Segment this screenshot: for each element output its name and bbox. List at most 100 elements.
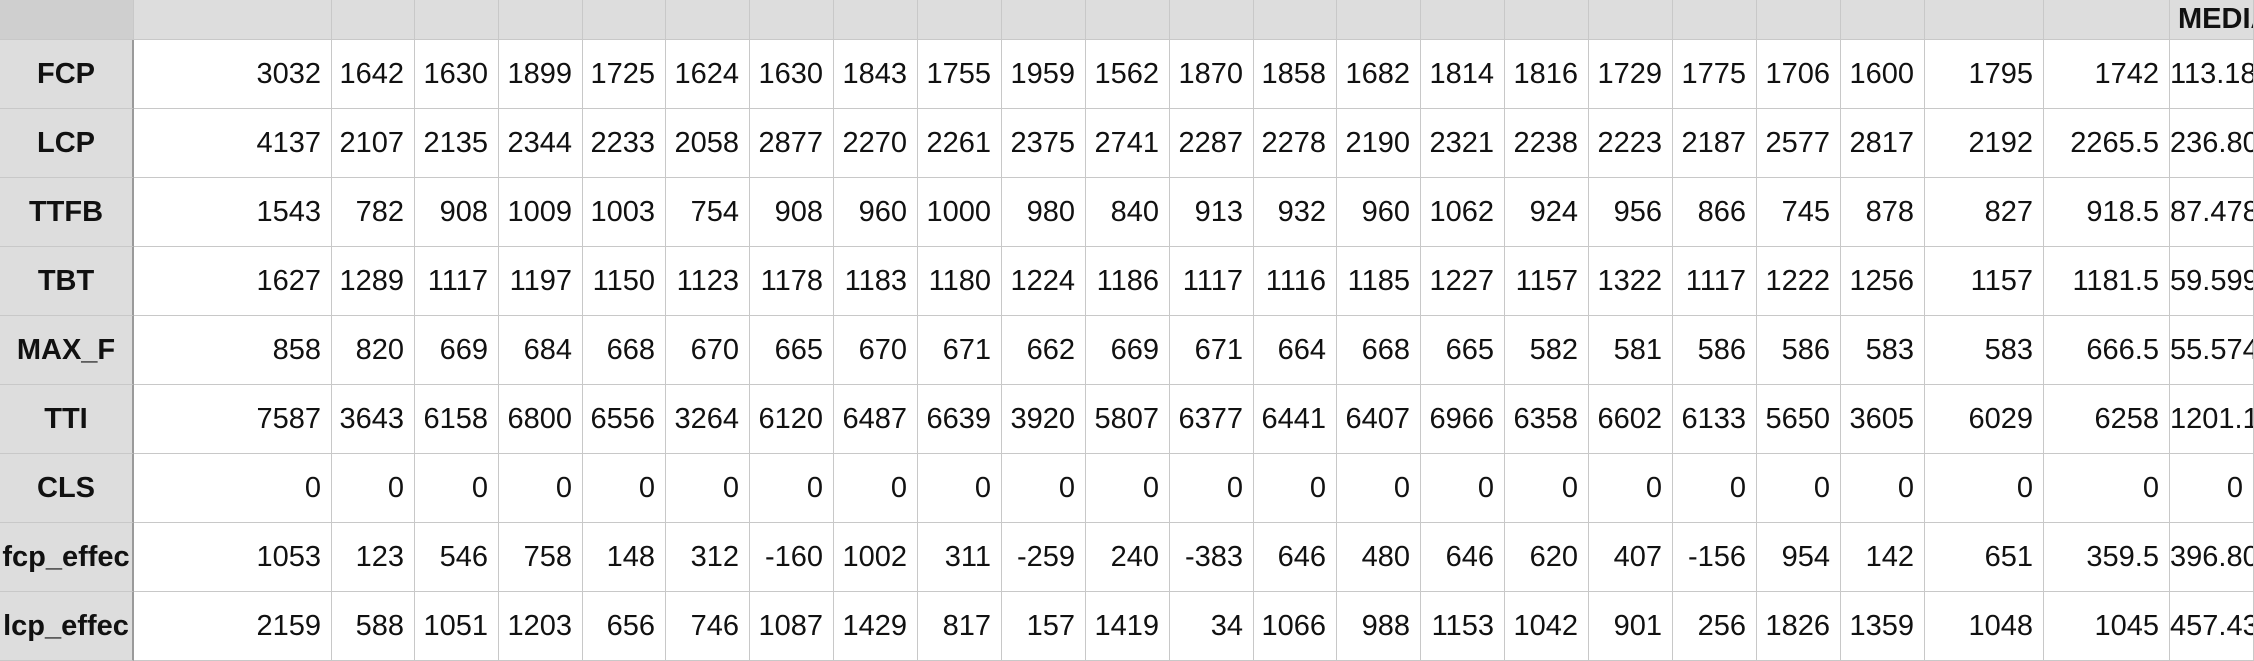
table-cell[interactable]: 1543 <box>134 178 332 247</box>
table-cell[interactable]: 1627 <box>134 247 332 316</box>
column-header[interactable] <box>1337 0 1421 40</box>
corner-cell[interactable] <box>0 0 134 40</box>
row-header[interactable]: MAX_F <box>0 316 134 385</box>
table-cell[interactable]: 1706 <box>1757 40 1841 109</box>
table-cell[interactable]: 1899 <box>499 40 583 109</box>
table-cell[interactable]: 0 <box>1589 454 1673 523</box>
table-cell[interactable]: 0 <box>1505 454 1589 523</box>
table-cell[interactable]: 1000 <box>918 178 1002 247</box>
table-cell[interactable]: 901 <box>1589 592 1673 661</box>
table-cell[interactable]: 980 <box>1002 178 1086 247</box>
table-cell[interactable]: 87.4787860666568 <box>2170 178 2254 247</box>
column-header[interactable] <box>1086 0 1170 40</box>
table-cell[interactable]: 988 <box>1337 592 1421 661</box>
column-header[interactable] <box>1673 0 1757 40</box>
table-cell[interactable]: 1959 <box>1002 40 1086 109</box>
table-cell[interactable]: 2058 <box>666 109 750 178</box>
table-cell[interactable]: 240 <box>1086 523 1170 592</box>
table-cell[interactable]: 396.801547169687 <box>2170 523 2254 592</box>
table-cell[interactable]: -259 <box>1002 523 1086 592</box>
table-cell[interactable]: 1826 <box>1757 592 1841 661</box>
table-cell[interactable]: 820 <box>332 316 415 385</box>
table-cell[interactable]: 620 <box>1505 523 1589 592</box>
table-cell[interactable]: 2577 <box>1757 109 1841 178</box>
table-cell[interactable]: 671 <box>1170 316 1254 385</box>
table-cell[interactable]: 656 <box>583 592 666 661</box>
column-header[interactable] <box>1254 0 1337 40</box>
table-cell[interactable]: 1009 <box>499 178 583 247</box>
table-cell[interactable]: 1003 <box>583 178 666 247</box>
table-cell[interactable]: 827 <box>1925 178 2044 247</box>
table-cell[interactable]: 918.5 <box>2044 178 2170 247</box>
table-cell[interactable]: 1117 <box>415 247 499 316</box>
table-cell[interactable]: 1117 <box>1170 247 1254 316</box>
table-cell[interactable]: 646 <box>1254 523 1337 592</box>
table-cell[interactable]: 3032 <box>134 40 332 109</box>
table-cell[interactable]: 746 <box>666 592 750 661</box>
table-cell[interactable]: 1600 <box>1841 40 1925 109</box>
table-cell[interactable]: 1224 <box>1002 247 1086 316</box>
table-cell[interactable]: 7587 <box>134 385 332 454</box>
table-cell[interactable]: 6800 <box>499 385 583 454</box>
table-cell[interactable]: 1870 <box>1170 40 1254 109</box>
table-cell[interactable]: 6133 <box>1673 385 1757 454</box>
table-cell[interactable]: -160 <box>750 523 834 592</box>
table-cell[interactable]: 1062 <box>1421 178 1505 247</box>
table-cell[interactable]: 908 <box>750 178 834 247</box>
table-cell[interactable]: 1117 <box>1673 247 1757 316</box>
table-cell[interactable]: 5650 <box>1757 385 1841 454</box>
table-cell[interactable]: 55.5740904753622 <box>2170 316 2254 385</box>
table-cell[interactable]: 6158 <box>415 385 499 454</box>
table-cell[interactable]: 2159 <box>134 592 332 661</box>
table-cell[interactable]: 0 <box>2044 454 2170 523</box>
table-cell[interactable]: 1157 <box>1925 247 2044 316</box>
column-header[interactable] <box>1757 0 1841 40</box>
column-header[interactable] <box>499 0 583 40</box>
table-cell[interactable]: 1227 <box>1421 247 1505 316</box>
column-header[interactable] <box>415 0 499 40</box>
table-cell[interactable]: 0 <box>1421 454 1505 523</box>
column-header[interactable] <box>134 0 332 40</box>
table-cell[interactable]: 546 <box>415 523 499 592</box>
table-cell[interactable]: 2238 <box>1505 109 1589 178</box>
table-cell[interactable]: 1289 <box>332 247 415 316</box>
table-cell[interactable]: 236.80392609753 <box>2170 109 2254 178</box>
table-cell[interactable]: 0 <box>1254 454 1337 523</box>
table-cell[interactable]: 2190 <box>1337 109 1421 178</box>
table-cell[interactable]: 6377 <box>1170 385 1254 454</box>
table-cell[interactable]: 1181.5 <box>2044 247 2170 316</box>
table-cell[interactable]: 840 <box>1086 178 1170 247</box>
table-cell[interactable]: 359.5 <box>2044 523 2170 592</box>
table-cell[interactable]: 1322 <box>1589 247 1673 316</box>
table-cell[interactable]: 1116 <box>1254 247 1337 316</box>
table-cell[interactable]: 671 <box>918 316 1002 385</box>
table-cell[interactable]: 0 <box>499 454 583 523</box>
table-cell[interactable]: 2223 <box>1589 109 1673 178</box>
table-cell[interactable]: 148 <box>583 523 666 592</box>
table-cell[interactable]: 1642 <box>332 40 415 109</box>
table-cell[interactable]: 480 <box>1337 523 1421 592</box>
table-cell[interactable]: 6258 <box>2044 385 2170 454</box>
table-cell[interactable]: 817 <box>918 592 1002 661</box>
table-cell[interactable]: 2817 <box>1841 109 1925 178</box>
table-cell[interactable]: 311 <box>918 523 1002 592</box>
table-cell[interactable]: 1051 <box>415 592 499 661</box>
table-cell[interactable]: 586 <box>1673 316 1757 385</box>
table-cell[interactable]: 1157 <box>1505 247 1589 316</box>
table-cell[interactable]: 684 <box>499 316 583 385</box>
table-cell[interactable]: 0 <box>834 454 918 523</box>
column-header[interactable] <box>750 0 834 40</box>
table-cell[interactable]: 1843 <box>834 40 918 109</box>
table-cell[interactable]: 1048 <box>1925 592 2044 661</box>
table-cell[interactable]: 0 <box>1337 454 1421 523</box>
table-cell[interactable]: 0 <box>134 454 332 523</box>
table-cell[interactable]: 256 <box>1673 592 1757 661</box>
table-cell[interactable]: 913 <box>1170 178 1254 247</box>
table-cell[interactable]: 866 <box>1673 178 1757 247</box>
table-cell[interactable]: 670 <box>666 316 750 385</box>
table-cell[interactable]: 1042 <box>1505 592 1589 661</box>
table-cell[interactable]: 123 <box>332 523 415 592</box>
column-header[interactable] <box>666 0 750 40</box>
table-cell[interactable]: 1742 <box>2044 40 2170 109</box>
table-cell[interactable]: 0 <box>1170 454 1254 523</box>
